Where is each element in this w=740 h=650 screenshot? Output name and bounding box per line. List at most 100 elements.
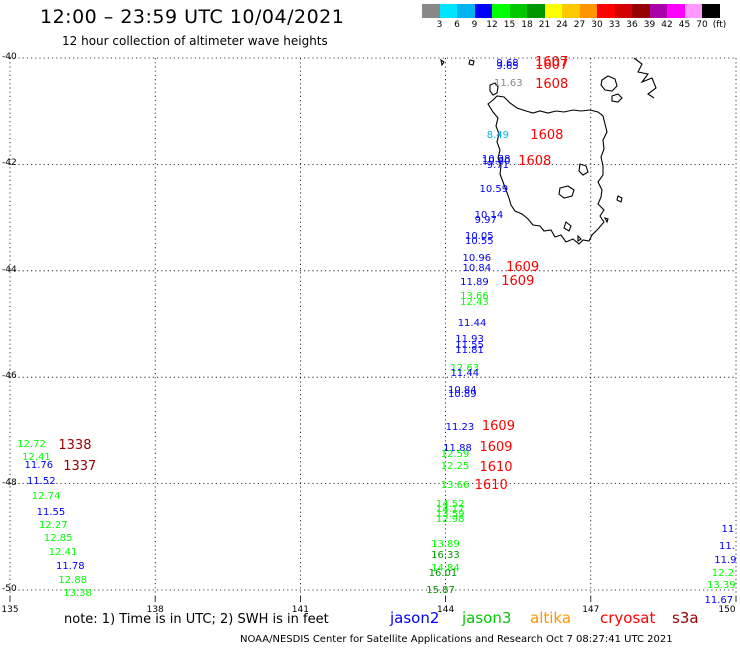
pass-time-label: 1608	[535, 77, 569, 93]
wave-height-value: 12.85	[43, 533, 73, 545]
king-island	[489, 82, 499, 96]
wave-height-value: 11.	[719, 541, 735, 553]
wave-height-value: 12.59	[440, 448, 470, 460]
longitude-label: 138	[146, 605, 164, 615]
north-islet-b	[440, 58, 445, 67]
wave-height-value: 11.44	[457, 318, 487, 329]
wave-height-value: 10.84	[448, 384, 477, 396]
wave-height-value: 16.01	[428, 568, 458, 580]
color-swatch	[614, 4, 632, 18]
wave-height-value: 10.96	[462, 253, 492, 265]
pass-time-label: 1610	[474, 477, 508, 493]
flinders-island	[600, 75, 618, 92]
wave-height-value: 11.55	[36, 506, 66, 518]
axis-ticks	[9, 596, 737, 602]
color-scale-label: 33	[608, 20, 621, 30]
wave-height-value: 12.25	[440, 461, 470, 473]
wave-height-value: 13.66	[440, 479, 470, 491]
chart-subtitle: 12 hour collection of altimeter wave hei…	[62, 34, 328, 48]
wave-height-value: 12.74	[31, 490, 61, 502]
wave-height-value: 12.72	[17, 439, 46, 451]
color-scale-label: 18	[521, 20, 533, 30]
color-scale-label: 9	[471, 20, 478, 30]
wave-height-value: 10.84	[462, 262, 492, 274]
wave-height-value: 13.66	[460, 291, 489, 303]
wave-height-value: 11.55	[455, 339, 484, 351]
wave-height-value: 11.78	[55, 561, 85, 573]
wave-height-value: 10.59	[479, 183, 509, 195]
wave-height-value: 10.89	[448, 388, 477, 400]
east-islet	[616, 195, 623, 203]
color-scale-label: 42	[661, 20, 673, 30]
tasmania-inner-lake	[558, 185, 575, 199]
latitude-label: -44	[2, 264, 17, 275]
color-swatch	[509, 4, 527, 18]
color-swatch	[544, 4, 562, 18]
wave-height-value: 11.89	[460, 277, 489, 289]
wave-height-value: 11.9	[714, 554, 737, 566]
wave-height-value: 11.93	[455, 333, 484, 345]
wave-height-value: 10.38	[481, 153, 511, 165]
color-swatch	[597, 4, 615, 18]
legend-jason2: jason2	[390, 609, 440, 627]
latitude-label: -50	[2, 584, 17, 594]
tasmania-bay-south	[563, 221, 572, 232]
wave-height-value: 11.52	[26, 476, 56, 487]
note-text: note: 1) Time is in UTC; 2) SWH is in fe…	[64, 612, 329, 627]
color-scale-label: 39	[643, 20, 656, 30]
wave-height-value: 11.63	[494, 78, 523, 90]
longitude-label: 147	[582, 605, 600, 615]
longitude-label: 135	[1, 605, 19, 615]
wave-height-value: 9.65	[496, 61, 519, 73]
color-swatch	[579, 4, 597, 18]
footer-credit: NOAA/NESDIS Center for Satellite Applica…	[240, 634, 673, 645]
wave-height-value: 10.14	[474, 210, 504, 221]
color-swatch	[632, 4, 650, 18]
wave-height-value: 11.44	[450, 368, 480, 379]
wave-height-value: 12.63	[450, 362, 480, 374]
latitude-label: -42	[2, 158, 17, 169]
wave-height-value: 12.2	[711, 567, 735, 579]
color-swatch	[474, 4, 492, 18]
wave-height-value: 10.80	[481, 156, 511, 168]
pass-time-label: 1607	[535, 57, 569, 73]
longitude-label: 144	[437, 605, 455, 615]
se-islet	[603, 217, 609, 224]
legend-altika: altika	[530, 609, 572, 627]
latitude-label: -40	[2, 52, 17, 62]
color-scale-label: 24	[556, 20, 568, 30]
color-scale-label: 45	[678, 20, 691, 30]
pass-time-label: 1608	[518, 153, 552, 169]
wave-height-value: 9.97	[474, 214, 497, 226]
wave-height-value: 11.67	[704, 594, 734, 606]
color-scale-label: 21	[538, 20, 551, 30]
pass-time-label: 1607	[535, 54, 569, 70]
north-islet-a	[468, 59, 475, 66]
wave-height-value: 9.68	[496, 58, 519, 70]
wave-height-value: 13.89	[431, 538, 460, 550]
pass-time-label: 1609	[481, 419, 515, 435]
color-swatch	[492, 4, 510, 18]
tasmania-main-island	[487, 95, 608, 245]
wave-height-value: 13.59	[435, 508, 465, 520]
wave-height-value: 16.33	[431, 550, 460, 562]
legend-cryosat: cryosat	[600, 609, 656, 627]
color-scale-label: 15	[503, 20, 516, 30]
color-scale-label: 12	[486, 20, 498, 30]
wave-height-value: 8.49	[486, 129, 509, 141]
color-swatch	[422, 4, 440, 18]
color-swatch	[457, 4, 475, 18]
wave-height-value: 10.55	[464, 236, 494, 248]
latitude-label: -48	[2, 477, 17, 488]
wave-height-value: 9.71	[486, 159, 509, 171]
wave-height-value: 11.81	[455, 344, 484, 356]
wave-height-value: 14.84	[431, 562, 460, 574]
sw-islet	[577, 234, 582, 243]
wave-height-value: 13.38	[63, 587, 92, 599]
mainland-coast	[633, 57, 657, 99]
wave-height-value: 11.23	[445, 421, 475, 433]
wave-height-value: 12.88	[58, 574, 88, 586]
color-swatch	[667, 4, 685, 18]
wave-height-value: 12.98	[435, 513, 465, 525]
wave-height-value: 15.87	[426, 585, 455, 597]
